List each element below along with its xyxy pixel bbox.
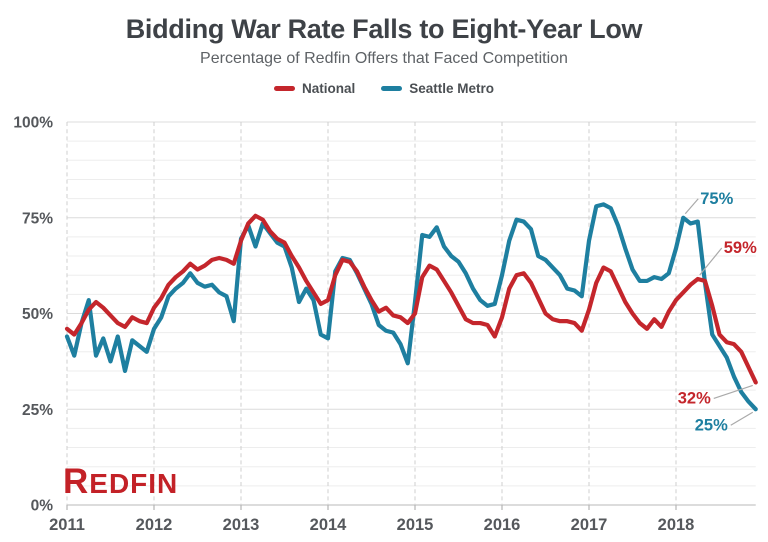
annotation-59%: 59% [724, 239, 757, 257]
redfin-logo: REDFIN [63, 462, 178, 502]
legend-item-seattle: Seattle Metro [381, 81, 494, 96]
national-line-swatch [273, 86, 295, 91]
annotation-32%: 32% [678, 389, 711, 407]
legend-label-national: National [301, 81, 356, 96]
annotation-75%: 75% [700, 190, 733, 208]
y-axis-label: 100% [13, 115, 53, 132]
x-axis-label: 2015 [397, 516, 434, 534]
x-axis-label: 2014 [310, 516, 348, 534]
annotation-connector [699, 247, 723, 276]
x-axis-label: 2018 [658, 516, 695, 534]
seattle-line [64, 202, 758, 412]
annotation-connector [684, 198, 699, 215]
y-axis-label: 50% [22, 306, 53, 323]
x-axis-label: 2017 [571, 516, 608, 534]
x-axis-label: 2013 [223, 516, 260, 534]
redfin-logo-rest: EDFIN [89, 468, 179, 499]
national-line [64, 213, 758, 385]
y-axis-label: 25% [22, 402, 53, 419]
annotation-connector [713, 384, 753, 400]
x-axis-label: 2016 [484, 516, 521, 534]
x-axis-label: 2012 [136, 516, 173, 534]
y-axis-label: 75% [22, 210, 53, 227]
legend-label-seattle: Seattle Metro [409, 81, 495, 96]
x-axis-label: 2011 [49, 516, 85, 534]
seattle-line-swatch [381, 86, 403, 91]
annotation-25%: 25% [695, 416, 728, 434]
redfin-logo-first-letter: R [63, 462, 90, 501]
y-axis-label: 0% [31, 498, 54, 515]
chart-subtitle: Percentage of Redfin Offers that Faced C… [200, 50, 568, 67]
legend: National Seattle Metro [0, 81, 768, 96]
annotation-connector [730, 411, 754, 426]
chart-title: Bidding War Rate Falls to Eight-Year Low [125, 14, 643, 44]
legend-item-national: National [273, 81, 356, 96]
